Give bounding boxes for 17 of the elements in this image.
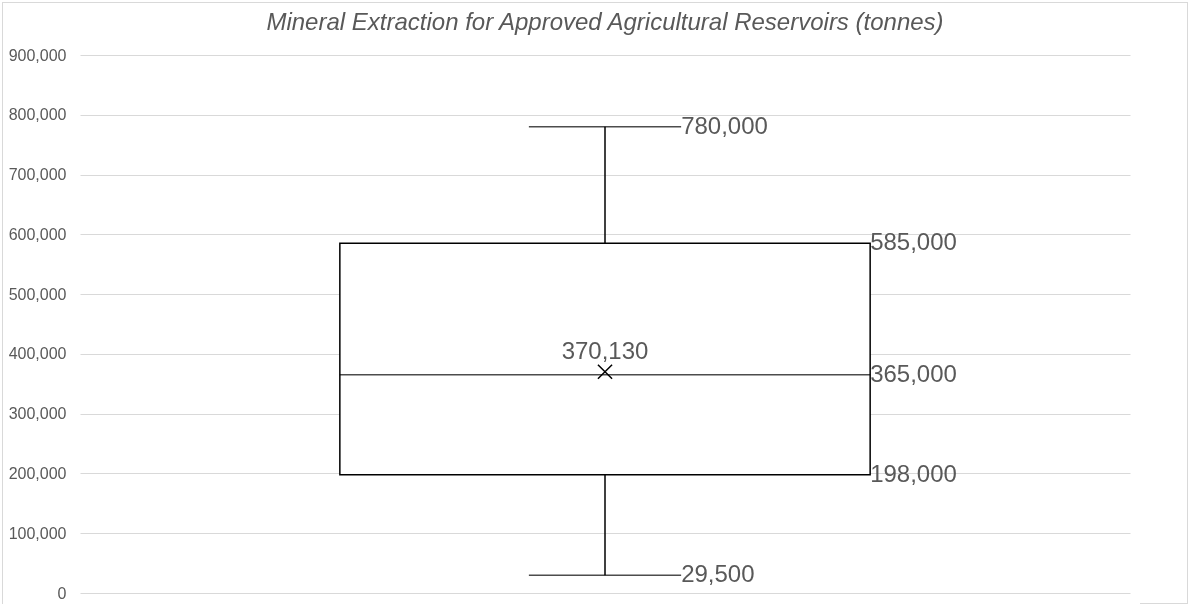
y-tick-label: 400,000 bbox=[8, 345, 67, 363]
y-tick-label: 800,000 bbox=[8, 106, 67, 124]
y-tick-label: 0 bbox=[57, 584, 67, 602]
annotation: 198,000 bbox=[870, 459, 957, 487]
y-tick-label: 700,000 bbox=[8, 166, 67, 184]
annotation: 29,500 bbox=[681, 560, 755, 588]
y-tick-label: 300,000 bbox=[8, 405, 67, 423]
annotation: 365,000 bbox=[870, 359, 957, 387]
y-tick-label: 500,000 bbox=[8, 285, 67, 303]
annotation: 585,000 bbox=[870, 228, 957, 256]
y-tick-label: 900,000 bbox=[8, 46, 67, 64]
annotation: 370,130 bbox=[561, 336, 649, 364]
y-tick-label: 200,000 bbox=[8, 464, 67, 482]
annotation: 780,000 bbox=[681, 111, 768, 139]
y-tick-label: 600,000 bbox=[8, 225, 67, 243]
y-tick-label: 100,000 bbox=[8, 524, 67, 542]
chart-title: Mineral Extraction for Approved Agricultural Reservoirs (tonnes) bbox=[266, 8, 944, 35]
